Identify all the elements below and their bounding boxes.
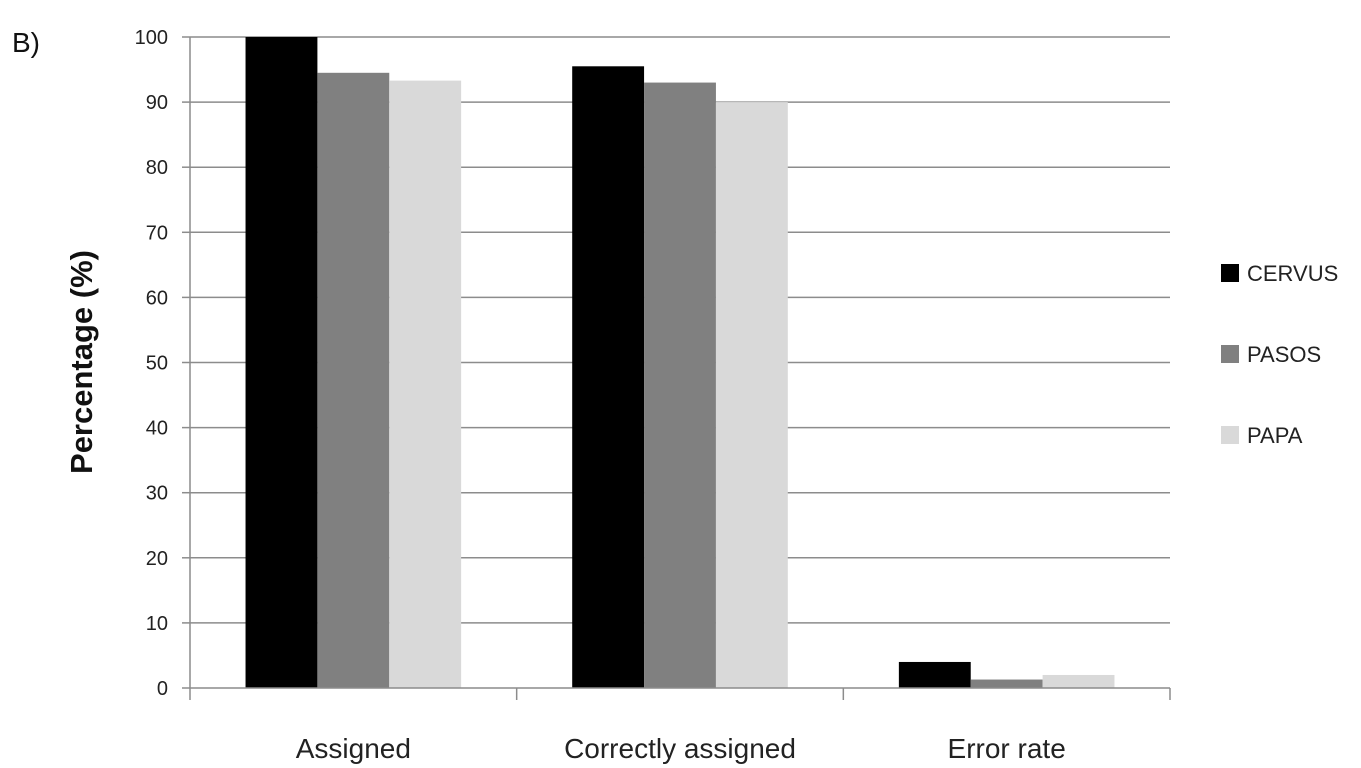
- legend-swatch-pasos: [1221, 345, 1239, 363]
- x-category-label: Correctly assigned: [564, 733, 796, 764]
- y-tick-label: 80: [146, 157, 168, 179]
- bar-cervus-0: [245, 37, 318, 688]
- bar-papa-2: [1042, 674, 1115, 688]
- bar-pasos-1: [644, 82, 716, 688]
- y-tick-label: 70: [146, 222, 168, 244]
- legend-swatch-papa: [1221, 426, 1239, 444]
- y-axis-label: Percentage (%): [64, 250, 99, 474]
- x-category-label: Assigned: [296, 733, 411, 764]
- bars: [245, 37, 1115, 689]
- bar-pasos-2: [970, 679, 1043, 688]
- legend-label: CERVUS: [1247, 261, 1338, 286]
- y-tick-label: 0: [157, 678, 168, 700]
- legend-swatch-cervus: [1221, 264, 1239, 282]
- legend-label: PASOS: [1247, 342, 1321, 367]
- x-category-labels: Assigned Correctly assigned Error rate: [296, 733, 1066, 764]
- y-tick-label: 60: [146, 287, 168, 309]
- y-tick-label: 20: [146, 548, 168, 570]
- bar-pasos-0: [317, 72, 390, 689]
- y-tick-label: 50: [146, 353, 168, 375]
- y-tick-label: 40: [146, 418, 168, 440]
- axes: [182, 36, 1171, 700]
- bar-papa-1: [715, 102, 788, 689]
- legend-label: PAPA: [1247, 423, 1303, 448]
- y-tick-label: 10: [146, 613, 168, 635]
- bar-papa-0: [389, 80, 462, 688]
- panel-label: B): [12, 27, 40, 58]
- y-tick-label: 100: [135, 27, 168, 49]
- y-tick-label: 30: [146, 483, 168, 505]
- bar-cervus-2: [898, 661, 971, 688]
- bar-cervus-1: [572, 66, 645, 689]
- x-category-label: Error rate: [948, 733, 1066, 764]
- legend: CERVUS PASOS PAPA: [1221, 261, 1338, 448]
- y-tick-label: 90: [146, 92, 168, 114]
- y-tick-labels: 0 10 20 30 40 50 60 70 80 90 100: [135, 27, 168, 700]
